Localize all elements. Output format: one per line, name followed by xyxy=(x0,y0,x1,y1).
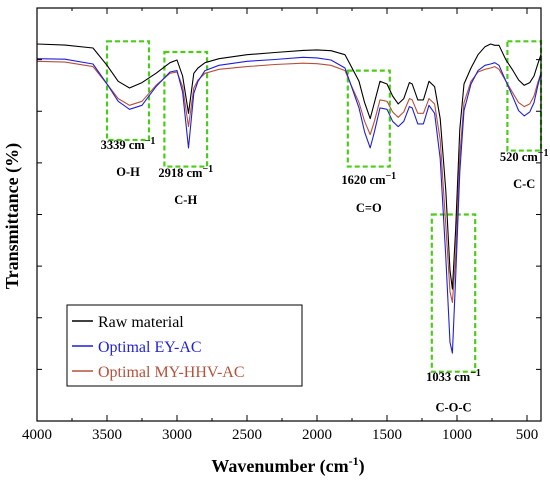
x-axis-title-superscript: -1 xyxy=(349,454,359,468)
legend-frame xyxy=(66,304,303,387)
peak-label: 1620 cm−1 xyxy=(341,171,396,187)
peak-label: 1033 cm−1 xyxy=(426,368,481,384)
peak-label-value: 520 cm xyxy=(500,150,538,164)
x-tick-label: 500 xyxy=(516,427,539,443)
peak-label-superscript: −1 xyxy=(202,164,213,175)
annotation-box xyxy=(105,40,151,142)
peak-label-superscript: −1 xyxy=(470,368,481,379)
series-line-1 xyxy=(36,56,542,354)
series-line-0 xyxy=(36,43,542,290)
spectra-lines xyxy=(36,43,542,354)
legend: Raw material Optimal EY-AC Optimal MY-HHV-… xyxy=(66,304,303,387)
axes: 4000 3500 3000 2500 2000 1500 1000 500 xyxy=(22,7,542,443)
peak-label-value: 1620 cm xyxy=(341,173,386,187)
x-axis-title-close: ) xyxy=(359,456,365,477)
legend-label: Raw material xyxy=(98,314,184,331)
peak-label-superscript: −1 xyxy=(538,148,549,159)
peak-label-value: 1033 cm xyxy=(426,370,471,384)
x-tick-label: 3000 xyxy=(162,427,192,443)
peak-label: 3339 cm−1 xyxy=(101,136,156,152)
functional-group-label: C-C xyxy=(513,177,535,191)
x-tick-label: 1500 xyxy=(372,427,402,443)
annotation-box xyxy=(163,50,209,168)
peak-label-value: 3339 cm xyxy=(101,138,146,152)
y-axis-title: Transmittance (%) xyxy=(2,143,23,289)
peak-label-superscript: −1 xyxy=(385,171,396,182)
x-tick-label: 3500 xyxy=(92,427,122,443)
annotation-box xyxy=(346,69,391,168)
peak-label-value: 2918 cm xyxy=(158,166,203,180)
peak-label: 520 cm−1 xyxy=(500,148,549,164)
series-line-2 xyxy=(36,60,542,303)
x-axis-title: Wavenumber (cm-1) xyxy=(211,454,364,477)
x-tick-label: 2000 xyxy=(302,427,332,443)
x-tick-label: 1000 xyxy=(442,427,472,443)
functional-group-label: C=O xyxy=(356,201,382,215)
functional-group-label: O-H xyxy=(116,165,140,179)
x-axis-title-main: Wavenumber (cm xyxy=(211,456,348,477)
functional-group-label: C-H xyxy=(174,193,197,207)
functional-group-label: C-O-C xyxy=(435,401,471,415)
peak-label: 2918 cm−1 xyxy=(158,164,213,180)
legend-label: Optimal MY-HHV-AC xyxy=(98,364,245,381)
legend-label: Optimal EY-AC xyxy=(98,339,202,356)
peak-label-superscript: −1 xyxy=(145,136,156,147)
x-tick-label: 2500 xyxy=(232,427,262,443)
x-tick-label: 4000 xyxy=(22,427,52,443)
annotation-box xyxy=(430,213,477,373)
